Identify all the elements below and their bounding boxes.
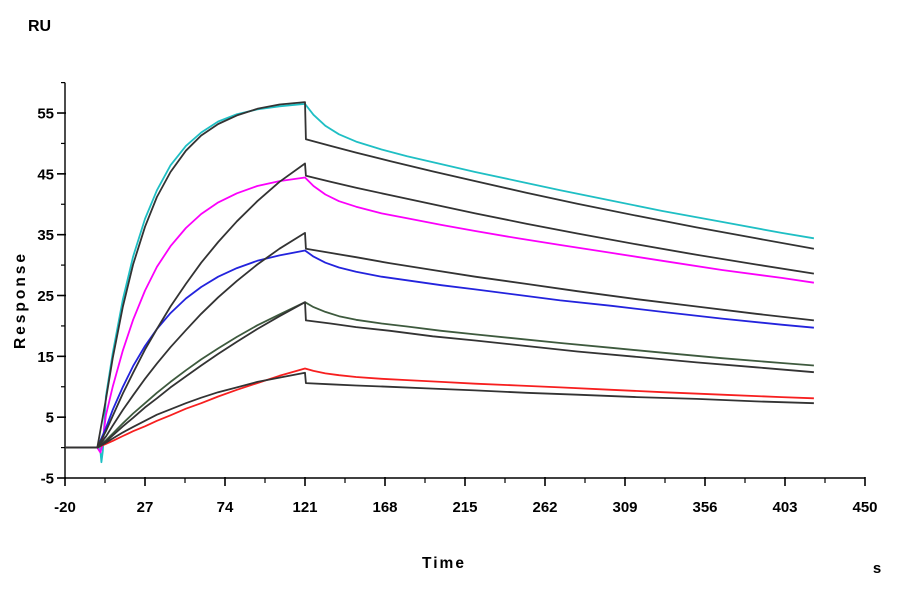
y-axis-title: Response: [12, 251, 29, 349]
y-tick-label: 25: [37, 288, 54, 305]
fit-curve-4: [65, 301, 814, 449]
x-tick-label: 74: [217, 499, 234, 516]
x-tick-label: 168: [372, 499, 397, 516]
y-tick-label: 5: [46, 410, 54, 427]
fit-curve-2: [65, 162, 815, 449]
y-tick-label: -5: [41, 471, 54, 488]
x-tick-label: 403: [772, 499, 797, 516]
fit-curve-5: [65, 371, 814, 449]
y-tick-label: 15: [37, 349, 54, 366]
axes: 55 45 35 25 15 5 -5-20 27 74 121 168 215 262 309 356 40…: [37, 81, 878, 516]
y-tick-label: 45: [37, 166, 54, 183]
x-axis-title: Time: [422, 555, 466, 572]
measured-curve-red: [65, 367, 814, 449]
x-tick-label: 356: [692, 499, 717, 516]
y-tick-label: 55: [37, 106, 54, 123]
measured-curve-dark-green: [65, 301, 814, 449]
curves: [65, 101, 815, 464]
x-tick-label: -20: [54, 499, 76, 516]
fit-curve-3: [65, 231, 815, 449]
x-tick-label: 262: [532, 499, 557, 516]
x-tick-label: 215: [452, 499, 477, 516]
x-tick-label: 450: [852, 499, 877, 516]
y-tick-label: 35: [37, 227, 54, 244]
x-unit-label: s: [873, 560, 881, 577]
x-tick-label: 121: [292, 499, 317, 516]
measured-curve-blue: [65, 249, 814, 449]
y-unit-label: RU: [28, 18, 51, 35]
x-tick-label: 309: [612, 499, 637, 516]
fit-curve-1: [65, 101, 815, 449]
measured-curve-cyan: [65, 103, 815, 464]
x-tick-label: 27: [137, 499, 154, 516]
